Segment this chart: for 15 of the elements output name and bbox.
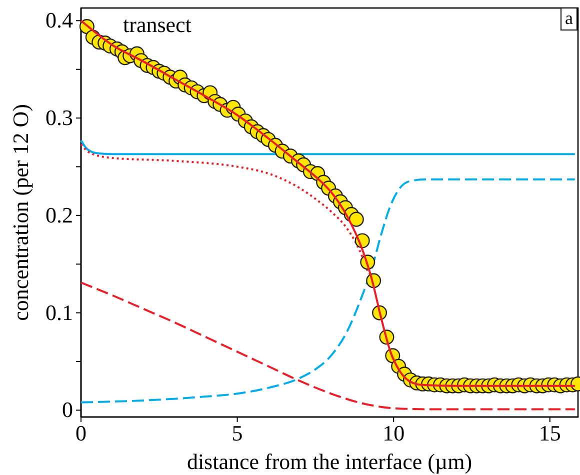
chart-title: transect [123, 12, 192, 37]
y-tick-label: 0.1 [46, 300, 73, 325]
y-tick-label: 0.3 [46, 105, 73, 130]
line-series [80, 178, 576, 404]
annotation: a [565, 8, 573, 28]
x-tick-label: 10 [382, 420, 405, 446]
y-tick-label: 0 [62, 397, 73, 422]
x-tick-label: 5 [232, 420, 243, 446]
line-series [80, 139, 576, 156]
x-axis-title: distance from the interface (µm) [186, 449, 472, 474]
y-axis-title: concentration (per 12 O) [8, 104, 33, 321]
y-tick-label: 0.4 [46, 8, 73, 33]
x-tick-label: 15 [538, 420, 561, 446]
y-tick-label: 0.2 [46, 202, 73, 228]
line-series [80, 282, 576, 410]
